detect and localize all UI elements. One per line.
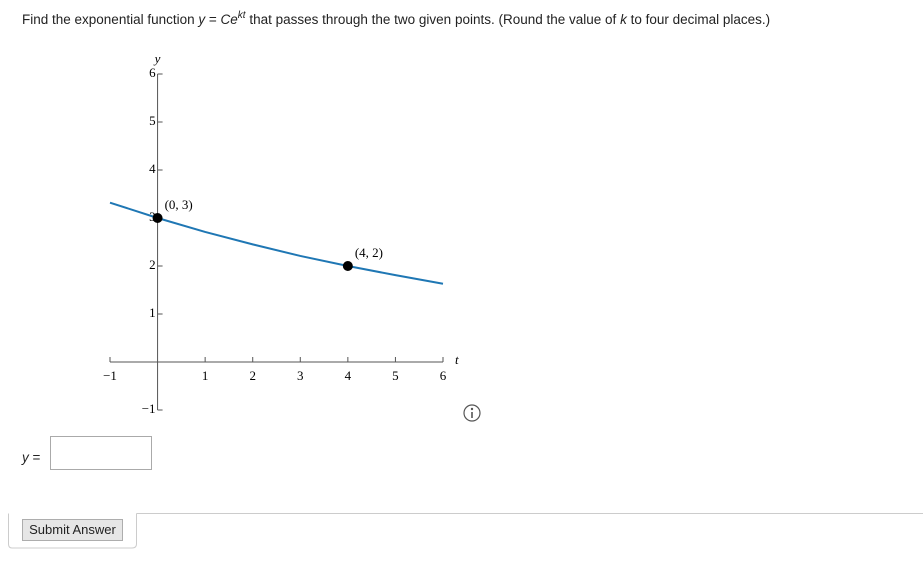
y-tick-label: 6 [149,65,156,80]
question-var: y [197,12,206,27]
button-label[interactable]: Submit Answer [29,522,116,537]
question-text: to four decimal places.) [627,12,770,27]
y-axis-label: y [153,51,161,66]
point [152,213,163,223]
x-tick-label: 2 [249,368,256,383]
point [342,261,353,271]
question-text: that passes through the two given points… [246,12,621,27]
question-var: Ce [221,12,238,27]
question-exponent: kt [238,10,247,21]
x-tick-label: 1 [202,368,209,383]
answer-input[interactable] [50,436,152,470]
x-axis-label: t [455,352,459,367]
answer-var: y [21,450,30,465]
submit-button[interactable]: Submit Answer [22,519,123,541]
question-text: Find the exponential function [22,12,198,27]
curve [109,201,444,285]
y-tick-label: 1 [149,305,156,320]
x-tick-label: 5 [392,368,399,383]
y-tick-label: 4 [149,161,156,176]
x-tick-label: 4 [345,368,352,383]
y-tick-label: −1 [142,401,156,416]
point-label: (4, 2) [355,245,383,260]
question-text: = [205,12,220,27]
button-frame [8,513,137,549]
question: Find the exponential function y = Cekt t… [22,10,770,27]
x-tick-label: −1 [103,368,117,383]
question-var: k [620,12,628,27]
x-tick-label: 6 [440,368,447,383]
answer-eq: = [33,450,41,465]
info-icon[interactable] [463,404,481,422]
y-tick-label: 5 [149,113,156,128]
button-bg[interactable] [22,519,123,541]
answer-label: y = [21,450,41,465]
y-tick-label: 2 [149,257,156,272]
point-label: (0, 3) [165,197,193,212]
x-tick-label: 3 [297,368,304,383]
